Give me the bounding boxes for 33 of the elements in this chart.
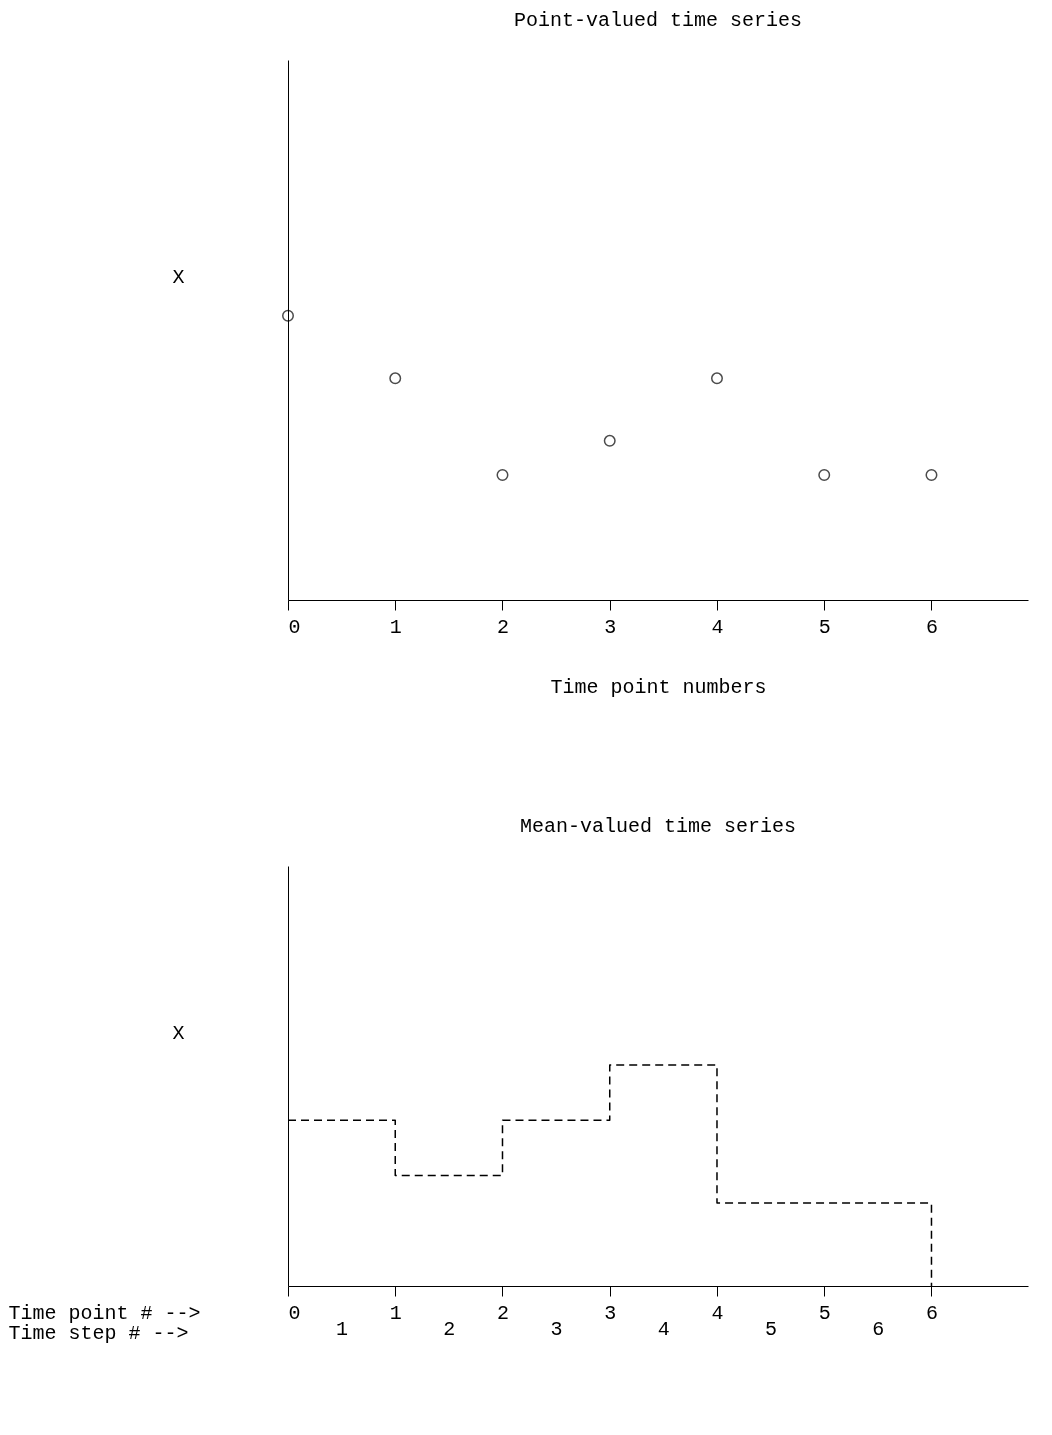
point <box>925 468 938 481</box>
x-tick-label: 3 <box>604 1301 617 1325</box>
x-tick-label: 0 <box>288 615 301 639</box>
y-axis-title: X <box>172 266 185 290</box>
point <box>389 372 402 385</box>
point <box>818 468 831 481</box>
x2-tick-label: 4 <box>657 1317 670 1341</box>
point <box>282 309 294 322</box>
x-tick-label: 1 <box>389 615 402 639</box>
x2-tick-label: 5 <box>765 1317 778 1341</box>
x-tick-label: 5 <box>818 1301 831 1325</box>
x-tick-label: 3 <box>604 615 617 639</box>
x-tick-label: 6 <box>925 615 938 639</box>
x2-tick-label: 3 <box>550 1317 563 1341</box>
point <box>603 434 616 447</box>
chart-title: Point-valued time series <box>513 9 803 32</box>
x2-tick-label: 6 <box>872 1317 885 1341</box>
chart-title: Mean-valued time series <box>519 815 797 838</box>
point <box>710 372 723 385</box>
x-axis-title: Time point # --> <box>8 1301 201 1325</box>
x-tick-label: 4 <box>711 1301 724 1325</box>
x2-tick-label: 1 <box>336 1317 349 1341</box>
x-tick-label: 2 <box>496 1301 509 1325</box>
x-axis-title: Time point numbers <box>550 675 767 699</box>
x2-tick-label: 2 <box>443 1317 456 1341</box>
x-tick-label: 0 <box>288 1301 301 1325</box>
x-tick-label: 4 <box>711 615 724 639</box>
x-tick-label: 1 <box>389 1301 402 1325</box>
y-axis-title: X <box>172 1021 185 1045</box>
x-tick-label: 6 <box>925 1301 938 1325</box>
x-tick-label: 2 <box>496 615 509 639</box>
x-tick-label: 5 <box>818 615 831 639</box>
point <box>496 468 509 481</box>
